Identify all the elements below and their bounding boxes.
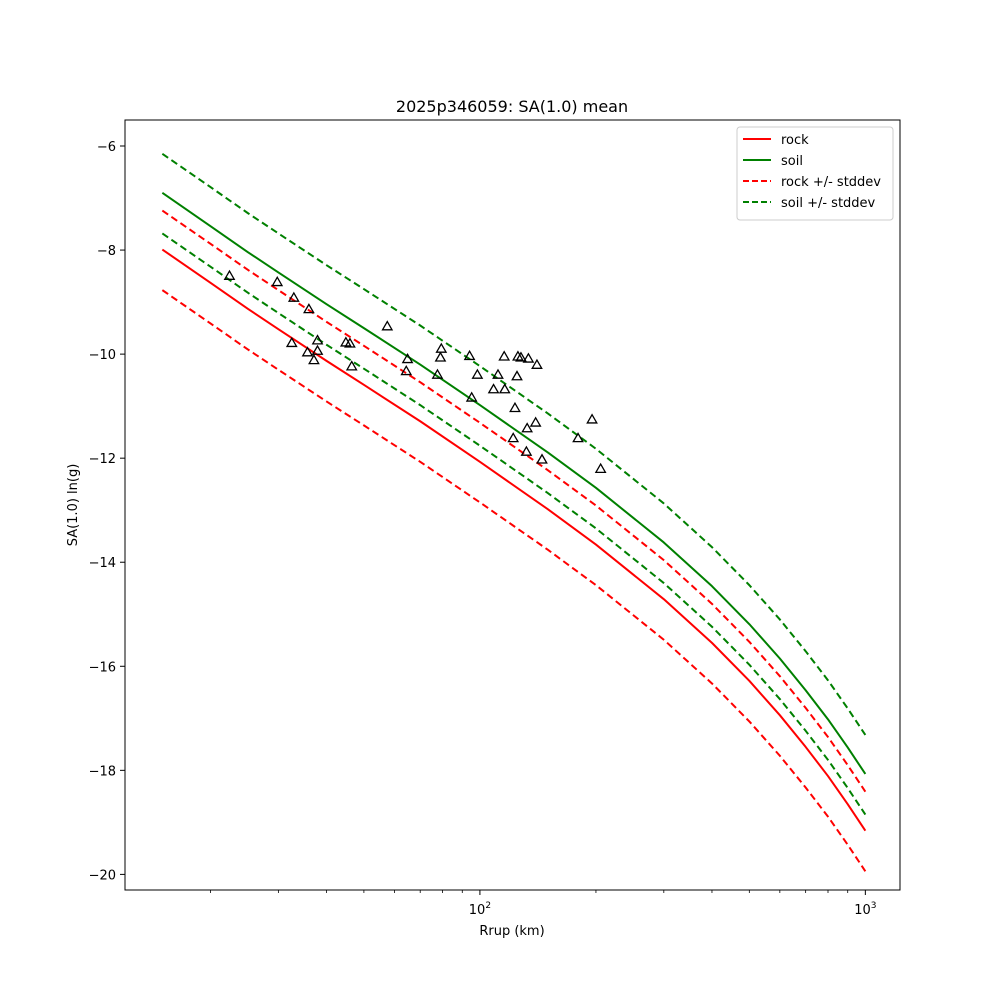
- legend-box: [736, 126, 894, 221]
- y-tick-label: −18: [89, 764, 116, 779]
- y-tick-label: −14: [89, 556, 116, 571]
- observation-point: [529, 416, 542, 427]
- observation-point: [311, 334, 324, 345]
- observation-point: [521, 422, 534, 433]
- observation-point: [463, 349, 476, 361]
- legend-label-soil-stddev: soil +/- stddev: [781, 196, 876, 211]
- observation-point: [308, 354, 320, 365]
- series-line-rock: [161, 248, 867, 832]
- plot-frame: [124, 119, 901, 891]
- observation-point: [381, 320, 394, 331]
- legend-label-soil: soil: [781, 154, 803, 169]
- observation-point: [471, 368, 484, 379]
- observation-point: [522, 352, 535, 363]
- observation-point: [271, 276, 284, 287]
- chart-title: 2025p346059: SA(1.0) mean: [396, 97, 628, 116]
- observation-point: [434, 351, 447, 362]
- observation-point: [594, 462, 607, 474]
- observation-point: [520, 445, 533, 456]
- series-line-soil-stddev: [161, 152, 867, 736]
- observation-point: [465, 391, 478, 402]
- y-tick-label: −16: [89, 660, 116, 675]
- observation-point: [509, 401, 521, 413]
- series-line-rock-minus-stddev: [161, 289, 867, 872]
- observation-point: [586, 413, 598, 424]
- observation-point: [572, 432, 584, 443]
- observation-point: [345, 360, 358, 371]
- x-axis-label: Rrup (km): [479, 924, 544, 939]
- observation-point: [487, 383, 500, 394]
- observation-point: [401, 353, 414, 364]
- observation-point: [507, 432, 520, 443]
- observation-point: [311, 344, 324, 355]
- observation-point: [431, 368, 444, 379]
- observation-point: [223, 269, 236, 280]
- observation-point: [515, 351, 527, 362]
- x-tick-label: 102: [469, 901, 491, 918]
- observation-point: [303, 303, 315, 314]
- legend-label-rock-stddev: rock +/- stddev: [781, 175, 881, 190]
- series-line-rock-stddev: [161, 209, 867, 793]
- y-axis-label: SA(1.0) ln(g): [66, 464, 81, 547]
- legend-label-rock: rock: [781, 133, 809, 148]
- observation-point: [498, 350, 511, 361]
- y-tick-label: −6: [97, 140, 116, 155]
- y-axis: −6 −8 −10 −12 −14 −16 −18 −20: [89, 140, 125, 883]
- observation-point: [285, 336, 298, 348]
- y-tick-label: −8: [97, 244, 116, 259]
- observation-point: [512, 350, 524, 361]
- y-tick-label: −12: [89, 452, 116, 467]
- plot-area: [161, 152, 867, 872]
- series-line-soil: [161, 192, 867, 775]
- legend: rock soil rock +/- stddev soil +/- stddev: [736, 126, 894, 221]
- observation-point: [287, 291, 300, 302]
- y-tick-label: −10: [89, 348, 116, 363]
- observation-point: [498, 383, 511, 394]
- x-tick-label: 103: [854, 901, 876, 918]
- observation-point: [435, 342, 448, 353]
- observation-point: [536, 453, 548, 464]
- observation-point: [492, 368, 504, 379]
- observation-point: [301, 346, 314, 357]
- observation-point: [511, 370, 523, 381]
- x-axis: 102 103: [210, 890, 876, 918]
- observation-point: [400, 364, 413, 376]
- y-tick-label: −20: [89, 868, 116, 883]
- observation-point: [344, 337, 356, 348]
- series-line-soil-minus-stddev: [161, 232, 867, 816]
- observation-point: [531, 358, 543, 369]
